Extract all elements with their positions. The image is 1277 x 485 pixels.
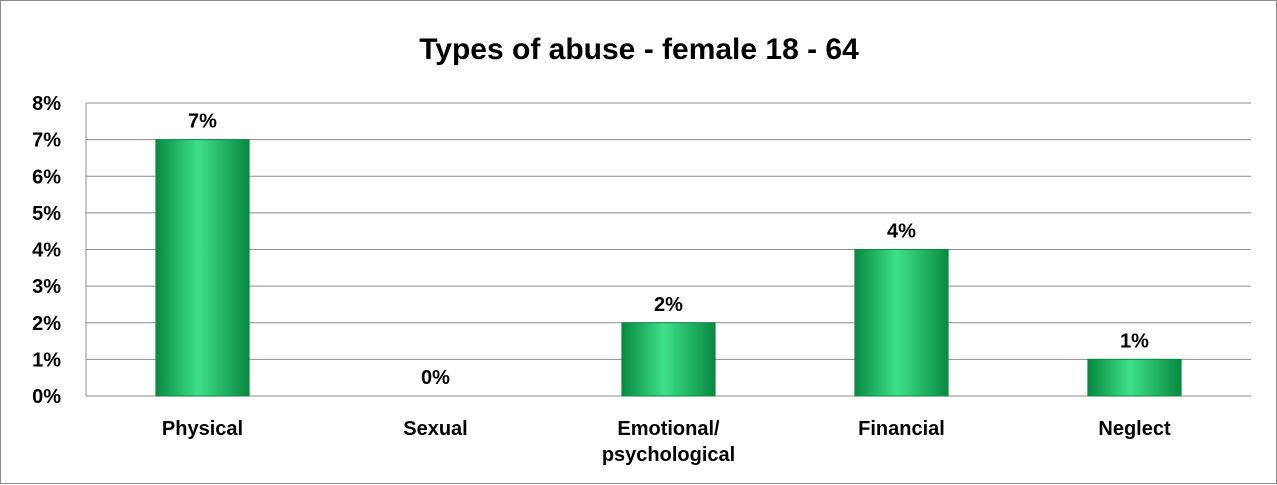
bar [1087, 358, 1182, 397]
y-tick-label: 6% [32, 166, 61, 188]
y-tick-label: 5% [32, 203, 61, 225]
x-tick-label: Financial [858, 418, 945, 440]
data-label: 0% [421, 367, 450, 389]
y-tick-label: 2% [32, 313, 61, 335]
x-tick-label: Neglect [1098, 418, 1171, 440]
data-label: 2% [654, 294, 683, 316]
y-tick-label: 1% [32, 349, 61, 371]
data-label: 7% [188, 111, 217, 133]
y-tick-label: 7% [32, 130, 61, 152]
y-tick-label: 0% [32, 386, 61, 408]
x-tick-label: Sexual [403, 418, 467, 440]
bar [155, 139, 250, 397]
y-tick-label: 8% [32, 93, 61, 115]
y-tick-label: 3% [32, 276, 61, 298]
data-label: 4% [887, 221, 916, 243]
x-tick-label: Emotional/ [617, 418, 720, 440]
x-tick-label: psychological [602, 444, 735, 466]
bar [854, 249, 949, 397]
x-tick-label: Physical [162, 418, 243, 440]
data-label: 1% [1120, 330, 1149, 352]
y-tick-label: 4% [32, 240, 61, 262]
bar [621, 322, 716, 397]
chart-title: Types of abuse - female 18 - 64 [419, 33, 859, 66]
